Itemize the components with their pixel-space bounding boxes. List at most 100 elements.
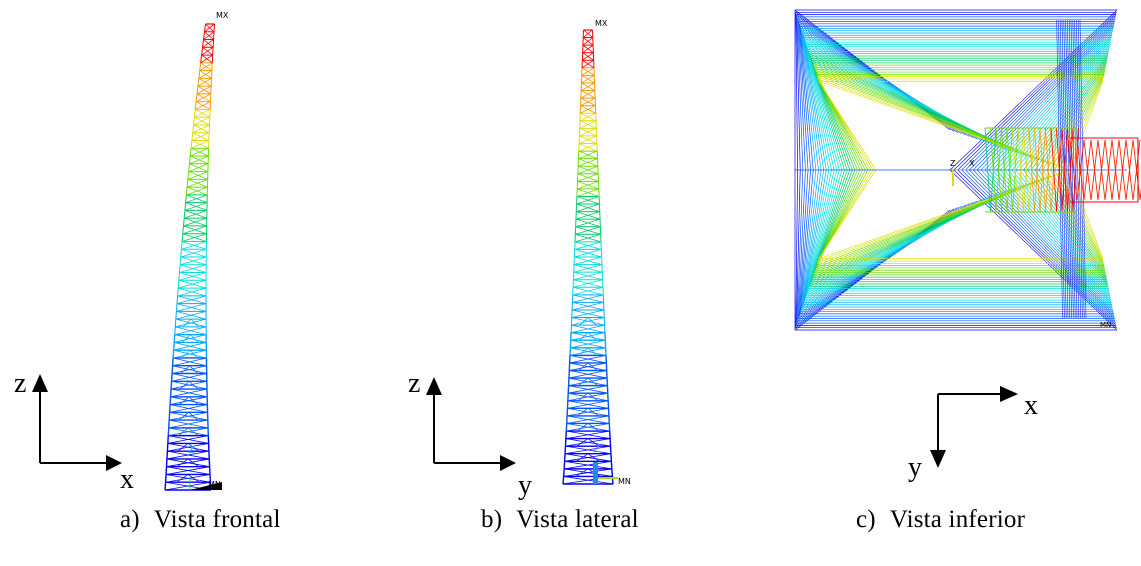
plan-diagonal [1054,169,1105,269]
plan-edge [797,19,806,171]
diagonal-brace [578,143,598,152]
diagonal-brace [181,241,207,250]
plan-edge [1070,19,1078,319]
plan-edge [796,169,801,326]
diagonal-brace [183,225,207,235]
diagonal-brace [186,194,208,204]
tower-leg [193,109,196,118]
tower-leg [182,225,184,234]
diagonal-brace [564,453,612,462]
plan-diagonal [1015,48,1110,171]
tower-leg [175,311,177,320]
diagonal-brace [580,105,596,114]
diagonal-brace [186,186,208,196]
diagonal-brace [566,430,611,439]
displaced-member [1104,139,1113,201]
tower-leg [180,241,183,250]
plan-edge [1076,19,1083,319]
tower-leg [198,70,201,79]
diagonal-brace [581,75,595,84]
diagonal-brace [195,101,211,110]
inner-brace [188,381,199,390]
tower-front-drawing: MX MN Z z x [14,11,229,495]
plan-diagonal [992,35,1113,171]
plan-diagonal [973,23,1115,171]
origin-z-label: Z [188,445,195,456]
displaced-member [1034,127,1041,213]
inner-brace [188,412,199,421]
plan-edge [802,32,822,171]
inner-brace [587,362,598,371]
plan-diagonal [1046,169,1106,273]
diagonal-brace [169,419,209,429]
diagonal-brace [166,466,211,475]
max-marker: MX [595,19,608,28]
diagonal-brace [578,150,598,160]
axis-triad: z x [14,368,134,495]
tower-leg [193,117,195,126]
displaced-member [1111,139,1120,201]
diagonal-brace [167,450,210,460]
plan-edge [809,169,845,287]
plan-diagonal [957,14,1117,171]
tower-leg [172,342,175,351]
plan-edge [807,48,840,171]
plan-edge [795,12,798,171]
inner-brace [180,365,190,374]
min-marker: MN [618,477,631,486]
axis-triad: x y [908,386,1038,483]
diagonal-brace [179,264,207,273]
diagonal-brace [570,332,606,341]
arrow-right-icon [500,455,516,471]
diagonal-brace [174,342,207,351]
arrow-down-icon [930,450,946,468]
diagonal-brace [169,411,208,421]
tower-leg [170,373,173,382]
inner-brace [187,474,200,483]
tower-leg [174,326,176,335]
plan-edge [818,81,877,171]
displaced-member [1045,127,1052,213]
diagonal-brace [569,370,608,379]
diagonal-brace [195,109,210,118]
diagonal-brace [170,388,208,398]
displaced-member [1132,139,1141,201]
diagonal-brace [572,302,605,311]
diagonal-brace [573,279,604,288]
inner-brace [177,458,189,467]
plan-edge [806,44,835,171]
diagonal-brace [568,385,608,394]
plan-edge [800,28,817,171]
tower-leg [200,55,203,63]
diagonal-brace [172,365,207,374]
diagonal-brace [191,140,209,149]
diagonal-brace [574,241,602,250]
inner-brace [181,334,191,343]
diagonal-brace [192,132,210,141]
diagonal-brace [193,124,210,134]
diagonal-brace [577,173,599,182]
tower-leg [192,124,195,133]
tower-leg [164,482,167,491]
origin-z-label: Z [593,444,600,455]
displaced-member [995,127,1002,213]
displaced-member [1056,127,1063,213]
plan-edge [806,46,838,171]
plan-diagonal [1000,39,1112,171]
inner-brace [587,377,598,386]
diagonal-brace [168,435,209,444]
tower-leg [175,303,178,312]
diagonal-brace [184,217,207,227]
tower-leg [562,468,565,477]
arrow-up-icon [32,374,48,392]
displaced-member [1076,139,1085,201]
plan-diagonal [969,21,1115,171]
inner-brace [579,332,589,341]
plan-diagonal [949,9,1118,171]
diagonal-brace [189,163,209,172]
diagonal-brace [182,233,207,242]
diagonal-brace [179,272,207,281]
inner-brace [188,443,199,452]
plan-edge [795,169,798,328]
diagonal-brace [567,400,609,409]
